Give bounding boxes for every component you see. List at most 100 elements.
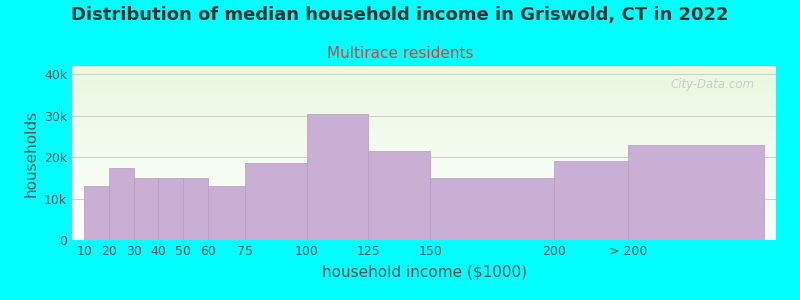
Bar [72,185,776,186]
Bar [72,105,776,106]
Bar [72,170,776,171]
Bar [72,79,776,80]
Bar [72,143,776,144]
Bar [72,136,776,137]
Bar [72,127,776,128]
Bar [72,148,776,149]
Bar [72,165,776,166]
Bar [72,211,776,212]
Bar [72,116,776,117]
Bar [72,192,776,193]
Bar [72,214,776,215]
Bar [72,206,776,207]
Bar [72,207,776,208]
Bar [72,218,776,219]
Bar [72,230,776,231]
Bar [72,221,776,222]
Bar [72,144,776,145]
Bar [72,135,776,136]
Bar [72,132,776,133]
Bar [72,194,776,195]
Bar [72,86,776,87]
Bar [306,114,369,240]
Bar [72,87,776,88]
Bar [84,186,109,240]
Bar [72,169,776,170]
Bar [72,68,776,69]
Bar [72,212,776,213]
Text: Multirace residents: Multirace residents [326,46,474,62]
Bar [72,223,776,224]
Bar [72,99,776,100]
Bar [72,169,776,170]
Bar [72,203,776,204]
Bar [72,154,776,155]
Bar [72,234,776,235]
Bar [369,151,430,240]
Bar [72,145,776,146]
Bar [72,172,776,173]
Bar [72,188,776,189]
Bar [72,178,776,179]
Bar [72,138,776,139]
Bar [158,178,183,240]
Bar [72,227,776,228]
Bar [245,164,306,240]
Bar [72,100,776,101]
Bar [72,235,776,236]
Bar [72,81,776,82]
Bar [72,210,776,211]
Bar [72,200,776,201]
Bar [72,141,776,142]
Bar [72,70,776,71]
Bar [72,238,776,239]
Bar [72,89,776,90]
Bar [72,142,776,143]
Bar [72,201,776,202]
Bar [72,162,776,163]
Bar [72,133,776,134]
Bar [72,166,776,167]
Bar [72,93,776,94]
Bar [72,180,776,181]
Bar [72,67,776,68]
Bar [72,209,776,210]
Bar [72,198,776,199]
Bar [72,150,776,151]
Bar [72,110,776,111]
Bar [72,84,776,85]
Bar [72,111,776,112]
Bar [72,113,776,114]
Bar [72,117,776,118]
Text: City-Data.com: City-Data.com [670,78,755,91]
Bar [72,140,776,141]
Bar [72,195,776,196]
Bar [72,103,776,104]
Bar [72,108,776,109]
Bar [72,177,776,178]
Bar [72,183,776,184]
Bar [72,174,776,175]
Bar [72,181,776,182]
Bar [72,98,776,99]
Bar [72,82,776,83]
Bar [72,176,776,177]
Bar [72,109,776,110]
Bar [72,220,776,221]
Bar [109,167,134,240]
Bar [72,159,776,160]
Bar [72,190,776,191]
Bar [72,128,776,129]
Bar [72,76,776,77]
Bar [72,125,776,126]
Bar [72,232,776,233]
Bar [72,101,776,102]
Bar [72,163,776,164]
Bar [72,186,776,187]
Y-axis label: households: households [23,110,38,196]
Bar [72,78,776,79]
Text: Distribution of median household income in Griswold, CT in 2022: Distribution of median household income … [71,6,729,24]
Bar [72,225,776,226]
Bar [72,204,776,205]
Bar [72,161,776,162]
